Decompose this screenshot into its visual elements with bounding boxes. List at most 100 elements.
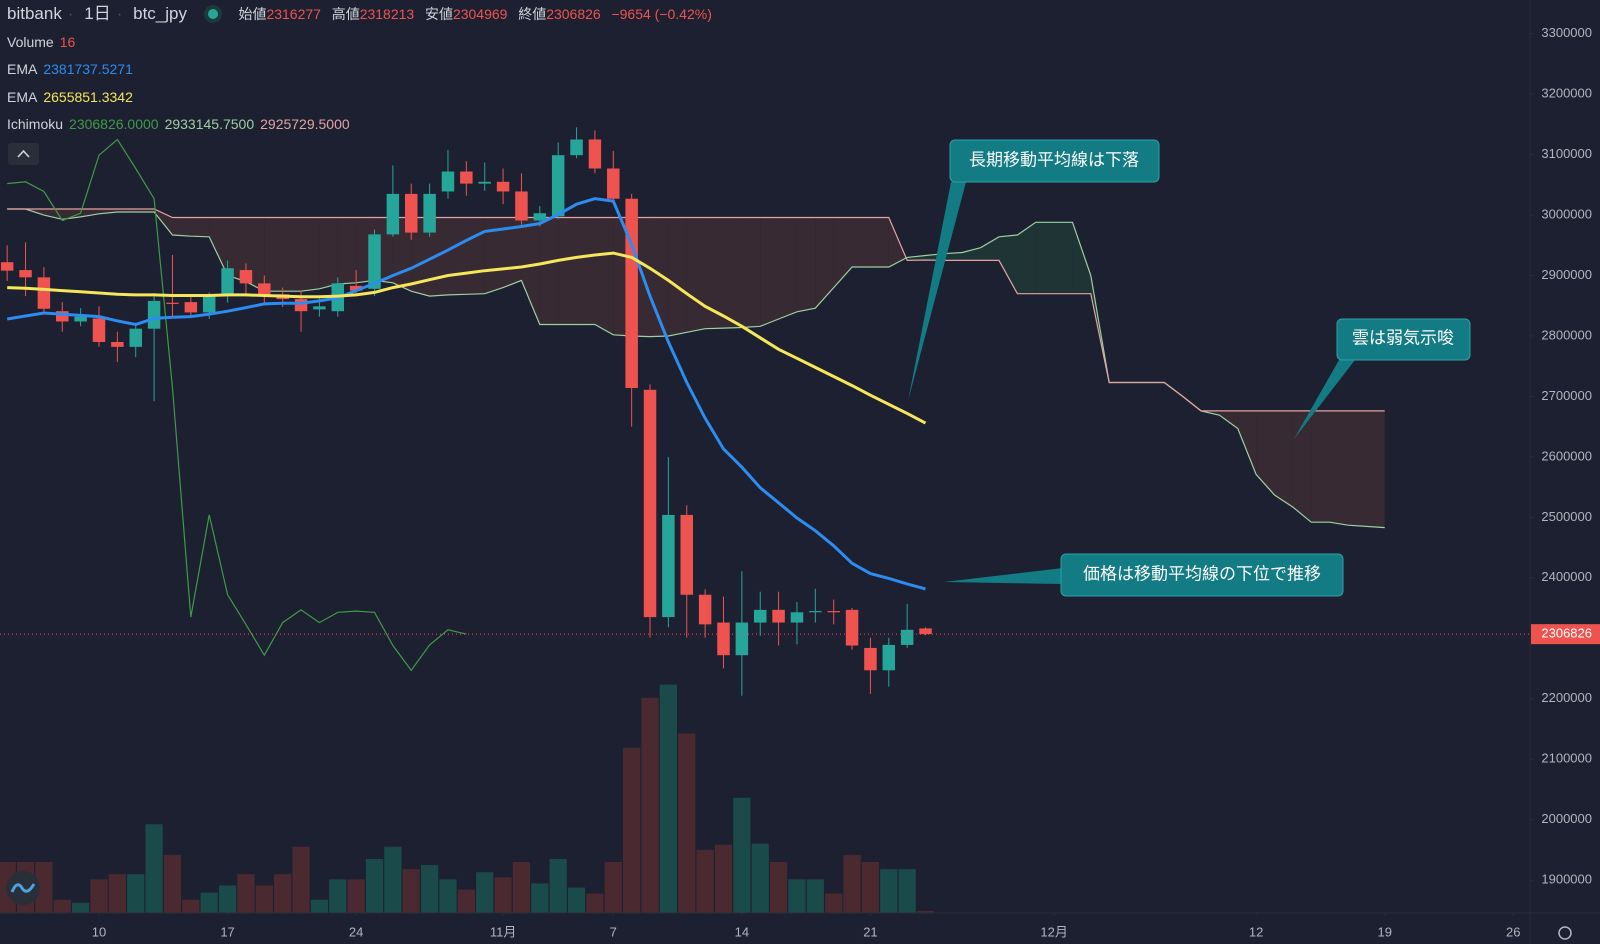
indicator-value: 2381737.5271 <box>43 61 133 78</box>
x-tick-label: 17 <box>220 924 234 939</box>
ohlc-value: 2304969 <box>452 6 508 22</box>
volume-bar <box>623 747 641 913</box>
exchange: bitbank <box>7 4 62 23</box>
cloud-fill <box>760 217 779 327</box>
callout-box <box>1336 318 1471 361</box>
cloud-fill <box>521 217 540 325</box>
volume-bar <box>898 869 916 913</box>
volume-bar <box>751 843 769 913</box>
volume-bar <box>365 858 384 913</box>
y-tick-label: 2600000 <box>1541 448 1592 463</box>
cloud-fill <box>1035 222 1055 294</box>
cloud-fill <box>1347 410 1367 527</box>
symbol-row: bitbank · 1日 · btc_jpy 始値2316277 高値2318213… <box>7 4 712 23</box>
cloud-fill <box>1311 410 1330 523</box>
volume-bar <box>127 874 145 913</box>
ohlc-label: 安値 <box>424 6 453 22</box>
candle-body <box>56 311 69 322</box>
cloud-fill <box>1256 410 1275 495</box>
indicator-row: EMA 2655851.3342 <box>7 86 718 114</box>
volume-bar <box>861 861 880 913</box>
ohlc-label: 終値 <box>518 6 547 22</box>
volume-bar <box>843 854 861 913</box>
y-tick-label: 3200000 <box>1541 86 1592 101</box>
callout-pointer <box>908 182 966 401</box>
candle-body <box>405 193 418 233</box>
volume-bar <box>237 874 255 913</box>
volume-bar <box>531 883 549 913</box>
candle-body <box>0 262 14 271</box>
cloud-fill <box>282 217 302 292</box>
cloud-fill <box>411 217 430 297</box>
lagging-span <box>7 138 467 672</box>
candle-body <box>147 300 161 329</box>
candle-body <box>698 594 712 625</box>
volume-bar <box>255 885 273 913</box>
cloud-fill <box>705 217 724 329</box>
candle-body <box>74 316 87 322</box>
callout: 長期移動平均線は下落 <box>908 139 1160 401</box>
volume-bar <box>218 885 237 913</box>
cloud-fill <box>723 217 742 329</box>
volume-bar <box>347 879 365 913</box>
volume-bar <box>880 869 898 913</box>
candle-body <box>900 629 914 645</box>
cloud-fill <box>484 217 504 294</box>
indicator-name: EMA <box>7 88 38 105</box>
volume-bar <box>678 733 696 913</box>
volume-bar <box>402 869 420 913</box>
x-tick-label: 14 <box>735 924 749 939</box>
cloud-fill <box>503 217 522 288</box>
cloud-fill <box>1274 410 1293 508</box>
cloud-fill <box>778 217 797 320</box>
cloud-fill <box>1017 222 1036 294</box>
y-tick-label: 2100000 <box>1541 751 1592 766</box>
settings-icon[interactable] <box>1558 926 1572 940</box>
ema-line <box>6 197 926 591</box>
ohlc-value: 2318213 <box>359 6 415 22</box>
candle-body <box>92 318 106 343</box>
cloud-fill <box>999 235 1018 294</box>
candle-body <box>864 647 877 671</box>
cloud-fill <box>319 217 338 289</box>
candle-body <box>772 609 785 623</box>
candle-body <box>790 612 804 623</box>
cloud-fill <box>117 209 136 213</box>
indicator-name: Ichimoku <box>7 116 64 133</box>
volume-bar <box>384 846 402 913</box>
cloud-fill <box>870 217 889 268</box>
collapse-button[interactable] <box>8 143 39 165</box>
cloud-fill <box>907 255 926 261</box>
cloud-fill <box>80 209 99 217</box>
volume-bar <box>163 854 182 913</box>
cloud-fill <box>447 217 467 295</box>
cloud-fill <box>943 252 963 261</box>
volume-bar <box>420 865 439 913</box>
y-tick-label: 2500000 <box>1541 509 1592 524</box>
cloud-fill <box>558 217 577 325</box>
ohlc-label: 高値 <box>331 6 360 22</box>
candle-body <box>735 622 749 656</box>
callout-text: 雲は弱気示唆 <box>1352 328 1454 347</box>
cloud-fill <box>62 209 81 220</box>
y-tick-label: 2400000 <box>1541 569 1592 584</box>
cloud-fill <box>172 217 191 237</box>
x-tick-label: 12 <box>1249 924 1263 939</box>
candle-body <box>166 302 179 304</box>
cloud-fill <box>833 217 853 288</box>
cloud-fill <box>741 217 761 328</box>
y-tick-label: 2800000 <box>1541 327 1592 342</box>
interval: 1日 <box>84 4 111 23</box>
y-tick-label: 2900000 <box>1541 267 1592 282</box>
candle-body <box>570 139 583 156</box>
cloud-fill <box>99 209 118 214</box>
callout-pointer <box>944 568 1063 584</box>
x-tick-label: 21 <box>863 924 877 939</box>
cloud-fill <box>135 209 155 213</box>
volume-bar <box>788 879 806 913</box>
y-tick-label: 2700000 <box>1541 388 1592 403</box>
candle-body <box>202 296 216 313</box>
candle-body <box>588 139 602 169</box>
candle-body <box>515 191 528 221</box>
